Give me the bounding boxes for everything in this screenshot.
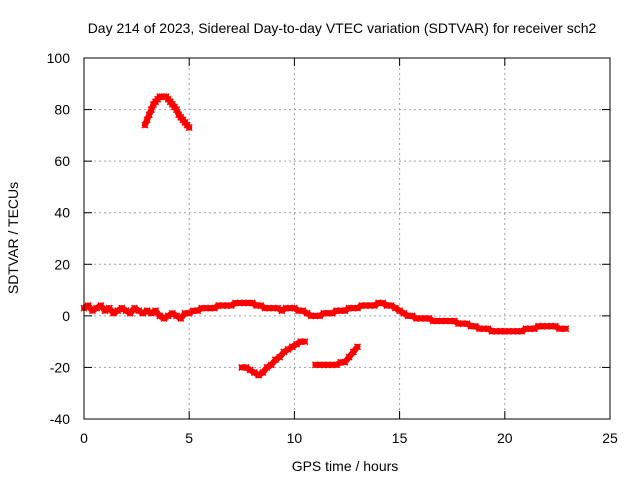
data-point xyxy=(185,309,193,317)
data-point xyxy=(147,309,155,317)
data-point xyxy=(185,124,193,132)
x-tick-label: 5 xyxy=(185,430,193,446)
data-point xyxy=(118,304,126,312)
data-point xyxy=(463,320,471,328)
data-point xyxy=(143,307,151,315)
data-point xyxy=(288,343,296,351)
data-point xyxy=(379,299,387,307)
data-point xyxy=(353,304,362,312)
data-point xyxy=(562,325,570,333)
data-point xyxy=(255,371,263,379)
data-point xyxy=(332,361,341,369)
data-point xyxy=(400,309,408,317)
data-point xyxy=(301,338,309,346)
data-point xyxy=(551,322,559,330)
data-point xyxy=(168,309,176,317)
data-point xyxy=(353,343,362,351)
data-point xyxy=(173,312,181,320)
data-point xyxy=(518,327,526,335)
data-point xyxy=(114,307,122,315)
y-tick-label: 40 xyxy=(54,205,70,221)
grid xyxy=(84,58,610,419)
data-point xyxy=(160,93,168,101)
data-point xyxy=(387,302,395,310)
data-point xyxy=(194,307,202,315)
data-point xyxy=(156,312,164,320)
data-point xyxy=(164,312,172,320)
data-point xyxy=(396,307,404,315)
ticks: -40 -20 0 20 40 60 80 100 0 5 10 15 20 25 xyxy=(47,50,618,446)
data-point xyxy=(271,356,279,364)
data-point xyxy=(135,307,143,315)
data-point xyxy=(143,116,151,124)
data-point xyxy=(122,307,130,315)
y-tick-label: 100 xyxy=(47,50,71,66)
data-point xyxy=(263,363,271,371)
y-axis-label: SDTVAR / TECUs xyxy=(5,182,21,294)
data-point xyxy=(278,307,286,315)
data-point xyxy=(290,304,298,312)
y-tick-label: 80 xyxy=(54,102,70,118)
series-main-band xyxy=(80,299,570,335)
data-point xyxy=(555,325,564,333)
data-point xyxy=(227,302,235,310)
data-point xyxy=(160,314,168,322)
data-point xyxy=(284,345,292,353)
series-low-segment xyxy=(311,343,362,369)
data-point xyxy=(173,106,181,114)
data-point xyxy=(292,340,301,348)
data-point xyxy=(471,322,479,330)
series-line xyxy=(81,300,569,335)
data-point xyxy=(408,312,416,320)
data-point xyxy=(139,309,147,317)
data-point xyxy=(299,307,307,315)
y-tick-label: 0 xyxy=(62,308,70,324)
data-point xyxy=(250,369,258,377)
y-tick-label: -20 xyxy=(50,359,70,375)
data-point xyxy=(130,304,139,312)
data-point xyxy=(341,307,349,315)
data-point xyxy=(242,363,250,371)
data-point xyxy=(93,304,101,312)
x-tick-label: 0 xyxy=(80,430,88,446)
x-tick-label: 10 xyxy=(287,430,303,446)
data-point xyxy=(101,307,109,315)
x-tick-label: 25 xyxy=(602,430,618,446)
data-point xyxy=(141,121,149,129)
data-point xyxy=(450,317,458,325)
chart-title: Day 214 of 2023, Sidereal Day-to-day VTE… xyxy=(88,20,597,36)
data-point xyxy=(274,304,282,312)
data-point xyxy=(391,304,399,312)
data-point xyxy=(147,106,155,114)
data-point xyxy=(328,309,336,317)
data-point xyxy=(246,366,254,374)
series-dip-segment xyxy=(238,338,309,379)
y-tick-label: 20 xyxy=(54,256,70,272)
data-point xyxy=(316,312,324,320)
x-tick-label: 20 xyxy=(497,430,513,446)
data-point xyxy=(425,314,433,322)
plot-frame xyxy=(83,57,611,420)
y-tick-label: 60 xyxy=(54,153,70,169)
series-arc-high xyxy=(141,93,193,132)
data-point xyxy=(280,348,288,356)
data-point xyxy=(370,302,378,310)
data-layer xyxy=(80,93,570,379)
x-tick-label: 15 xyxy=(392,430,408,446)
y-tick-label: -40 xyxy=(50,411,70,427)
data-point xyxy=(484,325,492,333)
data-point xyxy=(145,111,153,119)
data-point xyxy=(88,307,96,315)
data-point xyxy=(109,309,117,317)
data-point xyxy=(248,299,256,307)
data-point xyxy=(303,309,311,317)
x-axis-label: GPS time / hours xyxy=(292,458,399,474)
data-point xyxy=(530,325,538,333)
data-point xyxy=(210,304,218,312)
data-point xyxy=(257,302,265,310)
